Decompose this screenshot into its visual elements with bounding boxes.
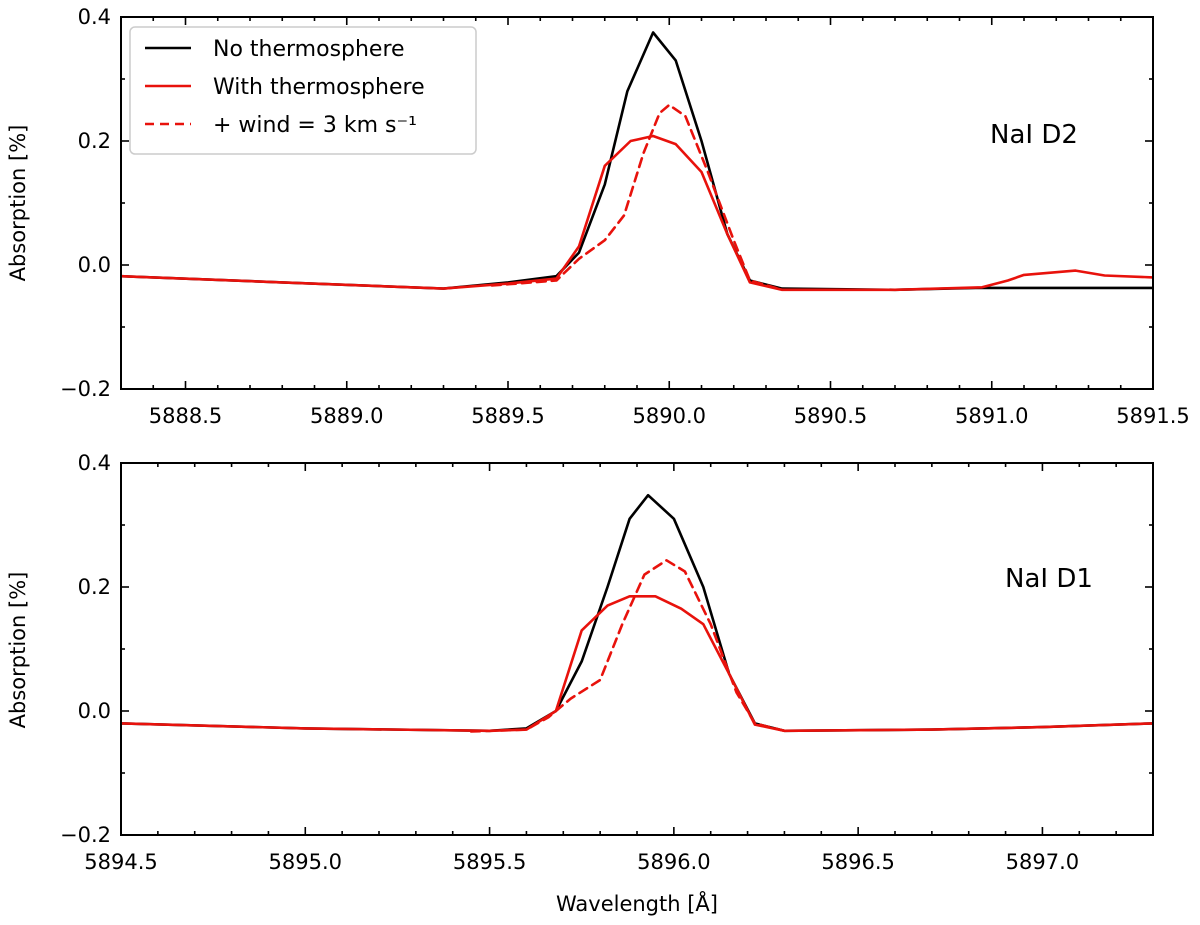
series-line-1 (121, 493, 1153, 733)
x-tick-label: 5894.5 (84, 850, 157, 874)
annotation-nai-d2: NaI D2 (990, 120, 1078, 150)
annotation-nai-d1: NaI D1 (1005, 564, 1093, 594)
legend: No thermosphere With thermosphere + wind =… (129, 26, 477, 155)
legend-entry-label: With thermosphere (213, 75, 425, 100)
x-tick-label: 5891.5 (1116, 404, 1189, 428)
y-tick-label: −0.2 (60, 377, 111, 401)
x-tick-label: 5896.0 (637, 850, 710, 874)
y-axis-label-top: Absorption [%] (6, 125, 30, 282)
panel-bottom-nai-d1: NaI D1 Absorption [%] Wavelength [Å] 589… (6, 451, 1154, 916)
x-tick-label: 5891.0 (955, 404, 1028, 428)
x-tick-label: 5897.0 (1006, 850, 1079, 874)
series-line-2 (121, 595, 1153, 733)
x-tick-label: 5889.0 (310, 404, 383, 428)
y-tick-label: 0.0 (78, 699, 111, 723)
y-axis-label-bottom: Absorption [%] (6, 572, 30, 729)
x-axis-label-bottom: Wavelength [Å] (556, 890, 718, 916)
y-tick-label: 0.2 (78, 575, 111, 599)
y-tick-label: 0.4 (78, 5, 111, 29)
series-line-2 (121, 134, 1153, 292)
legend-box (129, 26, 477, 155)
series-line-3 (490, 103, 784, 292)
legend-entry-label: No thermosphere (213, 37, 405, 62)
legend-entry-label: + wind = 3 km s⁻¹ (213, 113, 417, 138)
y-tick-label: 0.0 (78, 253, 111, 277)
x-tick-label: 5889.5 (471, 404, 544, 428)
x-tick-label: 5895.0 (269, 850, 342, 874)
series-line-3 (469, 559, 786, 733)
x-tick-label: 5890.0 (633, 404, 706, 428)
y-tick-label: 0.2 (78, 129, 111, 153)
panel-top-nai-d2: NaI D2 Absorption [%] 5888.5 5889.0 5889.5… (6, 5, 1190, 428)
x-tick-label: 5888.5 (149, 404, 222, 428)
x-tick-label: 5890.5 (794, 404, 867, 428)
x-tick-label: 5895.5 (453, 850, 526, 874)
y-tick-label: −0.2 (60, 823, 111, 847)
y-tick-label: 0.4 (78, 451, 111, 475)
axes-frame (120, 462, 1154, 836)
x-tick-label: 5896.5 (821, 850, 894, 874)
